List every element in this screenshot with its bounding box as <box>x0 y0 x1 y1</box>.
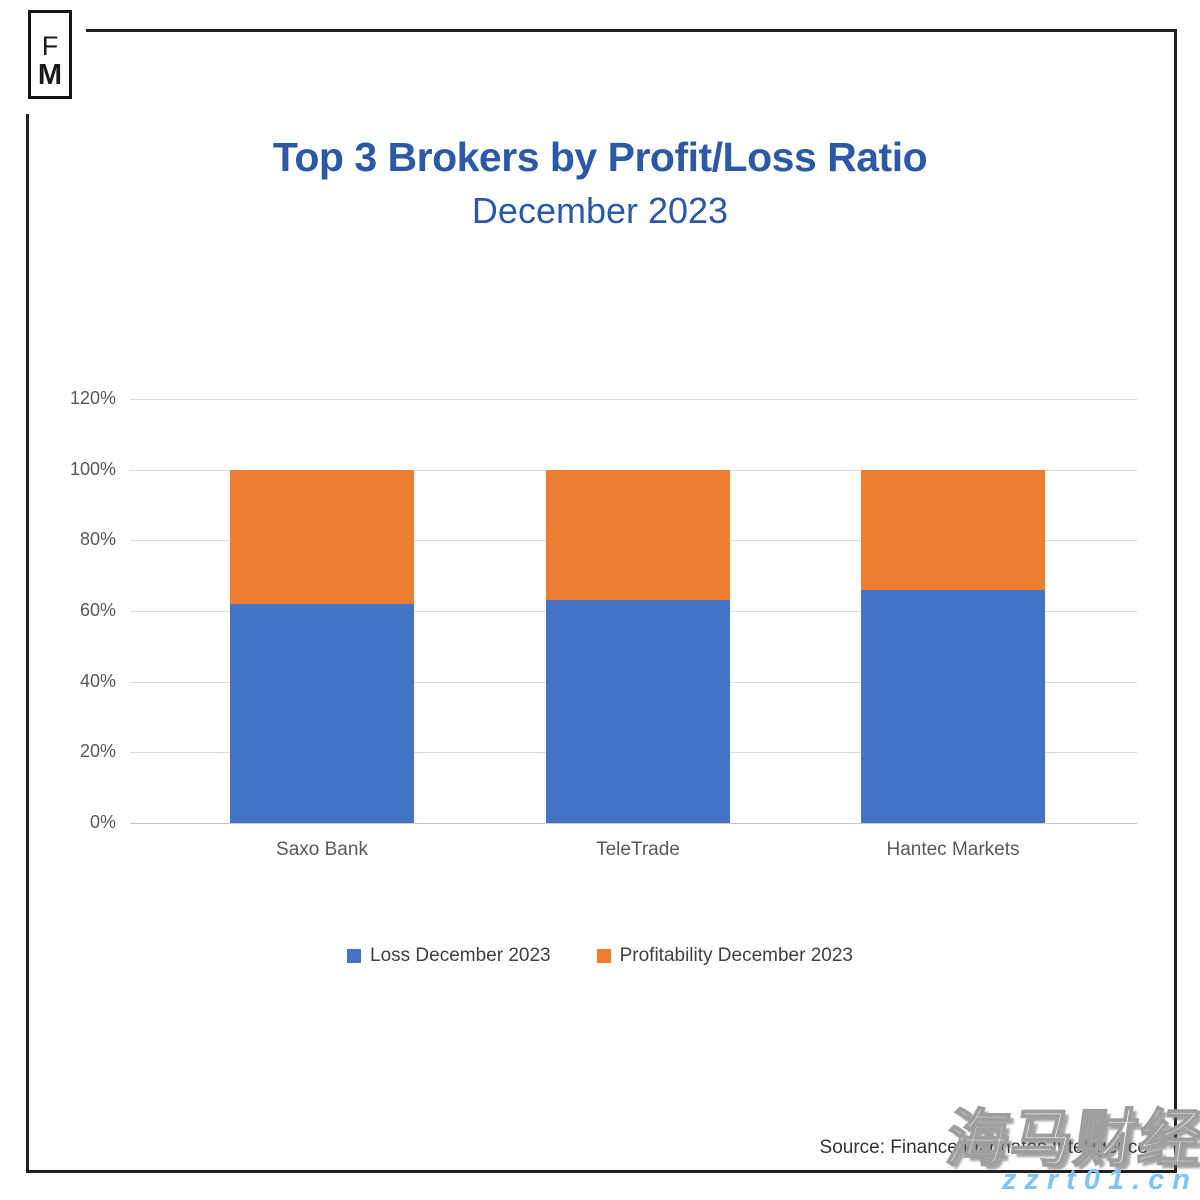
gridline-0 <box>130 823 1137 824</box>
legend-label-0: Loss December 2023 <box>370 945 551 966</box>
finance-magnates-logo: F M <box>28 10 72 99</box>
y-tick-label-120: 120% <box>69 388 116 408</box>
y-tick-label-80: 80% <box>79 529 116 550</box>
bar-segment-hantec-markets-series-1 <box>861 469 1045 590</box>
source-note: Source: Finance Magnates Intelligence <box>819 1137 1148 1158</box>
x-category-label-hantec-markets: Hantec Markets <box>886 839 1020 860</box>
x-category-label-teletrade: TeleTrade <box>596 839 680 860</box>
y-tick-label-60: 60% <box>79 600 116 620</box>
y-tick-label-20: 20% <box>79 741 116 762</box>
legend-swatch-1 <box>596 949 611 963</box>
legend-swatch-0 <box>347 949 361 963</box>
y-tick-label-100: 100% <box>69 458 116 479</box>
chart-title: Top 3 Brokers by Profit/Loss Ratio <box>272 134 928 180</box>
y-tick-label-0: 0% <box>89 812 116 832</box>
chart-subtitle: December 2023 <box>471 190 729 231</box>
legend-item-1: Profitability December 2023 <box>596 945 853 967</box>
legend-label-1: Profitability December 2023 <box>619 945 853 966</box>
bar-segment-saxo-bank-series-1 <box>230 469 414 604</box>
bar-segment-teletrade-series-0 <box>546 600 730 823</box>
chart-frame <box>26 29 1177 1173</box>
bar-segment-teletrade-series-1 <box>546 469 730 601</box>
x-category-label-saxo-bank: Saxo Bank <box>276 839 368 860</box>
chart-legend: Loss December 2023 Profitability December… <box>0 945 1200 967</box>
gridline-120 <box>130 399 1137 400</box>
logo-letter-f: F <box>41 30 59 61</box>
legend-item-0: Loss December 2023 <box>347 945 551 967</box>
y-tick-label-40: 40% <box>79 670 116 691</box>
watermark-site-url: zzrt01.cn <box>1001 1164 1198 1196</box>
logo-letter-m: M <box>37 58 63 91</box>
bar-segment-saxo-bank-series-0 <box>230 603 414 823</box>
bar-segment-hantec-markets-series-0 <box>861 589 1045 823</box>
